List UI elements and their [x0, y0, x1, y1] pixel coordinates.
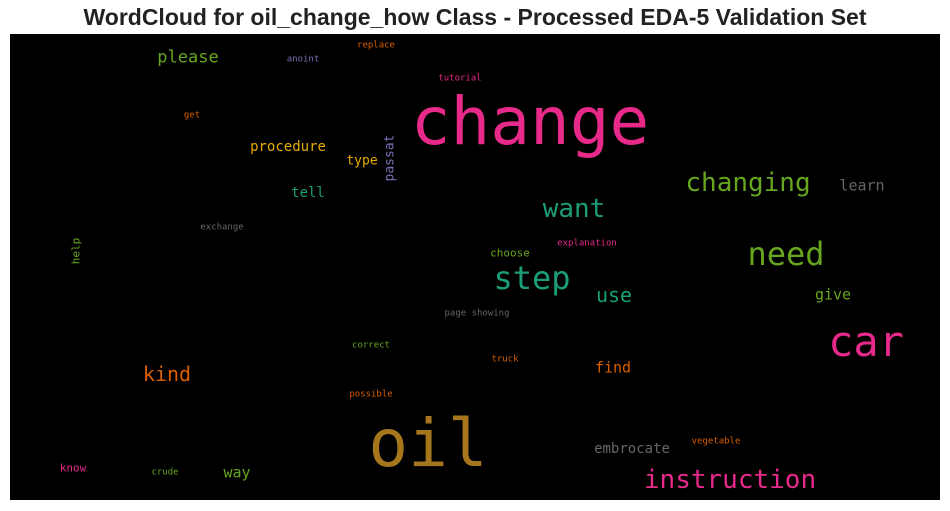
word-change: change	[410, 83, 650, 160]
word-find: find	[594, 358, 632, 377]
word-page-showing: page showing	[444, 308, 510, 319]
word-possible: possible	[349, 389, 393, 400]
chart-title: WordCloud for oil_change_how Class - Pro…	[83, 4, 867, 30]
word-use: use	[595, 283, 633, 307]
word-procedure: procedure	[250, 139, 326, 155]
word-exchange: exchange	[200, 222, 244, 233]
word-type: type	[346, 153, 378, 169]
word-need: need	[747, 235, 825, 273]
word-car: car	[828, 317, 904, 366]
word-choose: choose	[490, 246, 530, 260]
word-embrocate: embrocate	[594, 441, 670, 457]
word-get: get	[183, 110, 201, 121]
word-tutorial: tutorial	[438, 73, 482, 84]
word-oil: oil	[368, 405, 488, 482]
word-want: want	[542, 194, 606, 224]
word-help: help	[69, 237, 83, 265]
word-changing: changing	[685, 168, 811, 198]
word-truck: truck	[491, 354, 519, 365]
word-way: way	[223, 463, 251, 482]
word-passat: passat	[382, 134, 398, 182]
word-please: please	[157, 47, 219, 68]
word-step: step	[493, 259, 571, 297]
wordcloud-canvas: change oil car need step instruction changing w…	[10, 34, 940, 500]
word-explanation: explanation	[557, 238, 617, 249]
word-replace: replace	[357, 40, 395, 51]
word-vegetable: vegetable	[691, 436, 741, 447]
word-crude: crude	[151, 467, 179, 478]
word-instruction: instruction	[643, 465, 817, 495]
word-tell: tell	[291, 185, 325, 201]
word-kind: kind	[142, 362, 192, 386]
word-anoint: anoint	[286, 54, 320, 65]
word-learn: learn	[839, 176, 885, 195]
word-give: give	[814, 285, 852, 304]
word-know: know	[59, 461, 87, 475]
word-correct: correct	[352, 340, 390, 351]
